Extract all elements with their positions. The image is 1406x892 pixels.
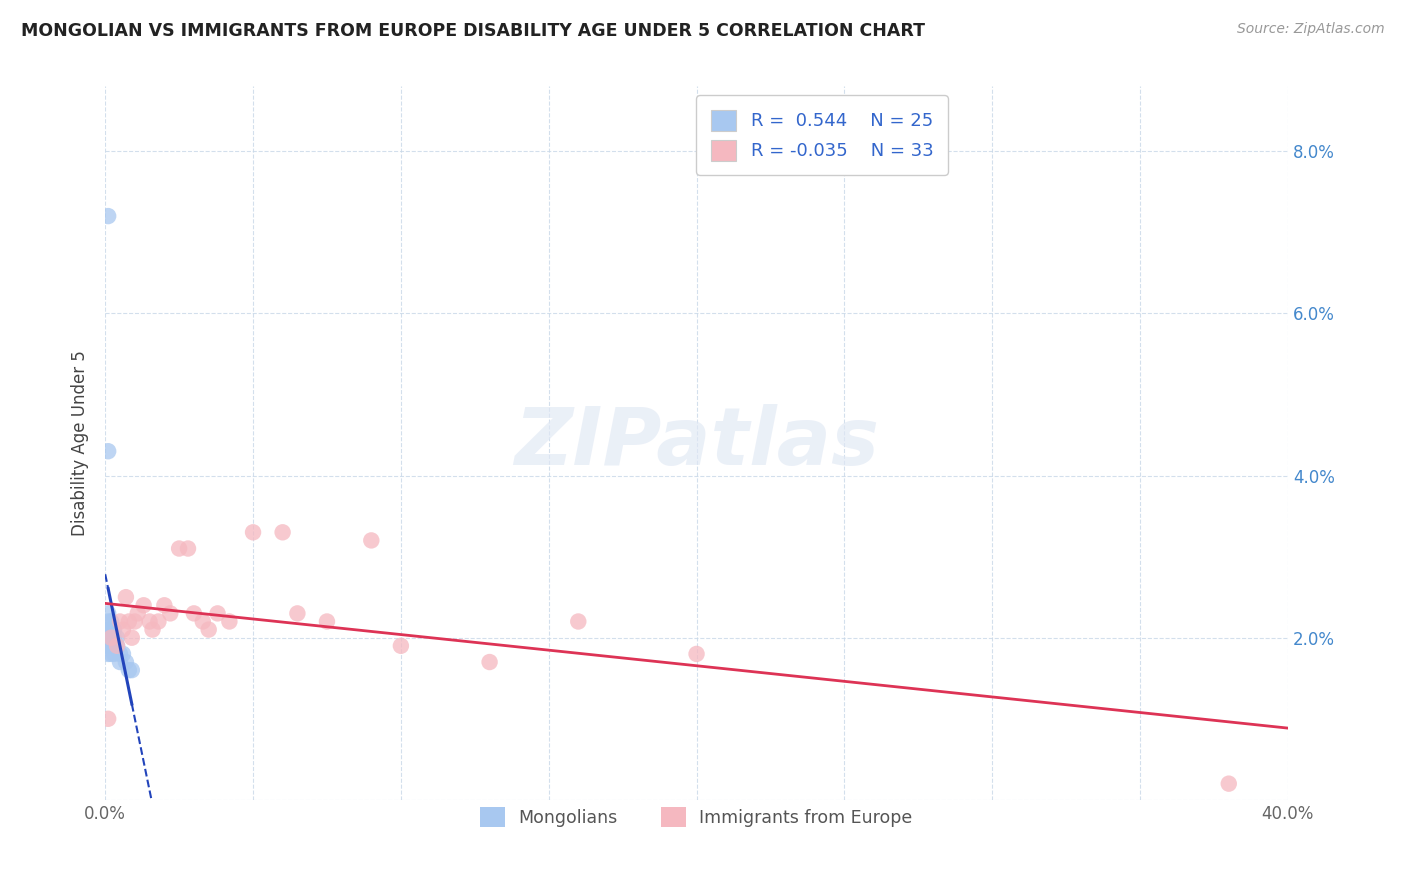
Text: MONGOLIAN VS IMMIGRANTS FROM EUROPE DISABILITY AGE UNDER 5 CORRELATION CHART: MONGOLIAN VS IMMIGRANTS FROM EUROPE DISA… [21, 22, 925, 40]
Point [100, 623, 122, 637]
Point [115, 655, 138, 669]
Point [183, 607, 205, 621]
Point [287, 607, 309, 621]
Point [103, 623, 125, 637]
Point [159, 607, 181, 621]
Point [97, 623, 120, 637]
Point [105, 631, 128, 645]
Point [271, 525, 294, 540]
Text: ZIPatlas: ZIPatlas [515, 404, 879, 482]
Point [177, 541, 200, 556]
Point [118, 663, 141, 677]
Point [132, 599, 155, 613]
Point [100, 631, 122, 645]
Point [1218, 777, 1240, 791]
Point [100, 615, 122, 629]
Point [685, 647, 707, 661]
Point [197, 623, 219, 637]
Point [191, 615, 214, 629]
Point [115, 590, 138, 604]
Point [207, 607, 229, 621]
Point [141, 623, 163, 637]
Point [316, 615, 339, 629]
Point [118, 615, 141, 629]
Point [121, 663, 143, 677]
Point [97, 647, 120, 661]
Point [97, 631, 120, 645]
Point [124, 615, 146, 629]
Point [127, 607, 149, 621]
Point [111, 647, 134, 661]
Point [100, 639, 122, 653]
Point [108, 655, 131, 669]
Text: Source: ZipAtlas.com: Source: ZipAtlas.com [1237, 22, 1385, 37]
Point [97, 607, 120, 621]
Point [100, 647, 122, 661]
Point [360, 533, 382, 548]
Legend: Mongolians, Immigrants from Europe: Mongolians, Immigrants from Europe [474, 800, 920, 834]
Point [167, 541, 190, 556]
Point [105, 639, 128, 653]
Point [567, 615, 589, 629]
Point [103, 639, 125, 653]
Point [111, 623, 134, 637]
Y-axis label: Disability Age Under 5: Disability Age Under 5 [72, 351, 89, 536]
Point [105, 639, 128, 653]
Point [218, 615, 240, 629]
Point [148, 615, 170, 629]
Point [108, 647, 131, 661]
Point [153, 599, 176, 613]
Point [389, 639, 412, 653]
Point [97, 615, 120, 629]
Point [97, 712, 120, 726]
Point [97, 639, 120, 653]
Point [138, 615, 160, 629]
Point [108, 615, 131, 629]
Point [97, 209, 120, 223]
Point [97, 444, 120, 458]
Point [121, 631, 143, 645]
Point [103, 647, 125, 661]
Point [242, 525, 264, 540]
Point [478, 655, 501, 669]
Point [100, 631, 122, 645]
Point [103, 631, 125, 645]
